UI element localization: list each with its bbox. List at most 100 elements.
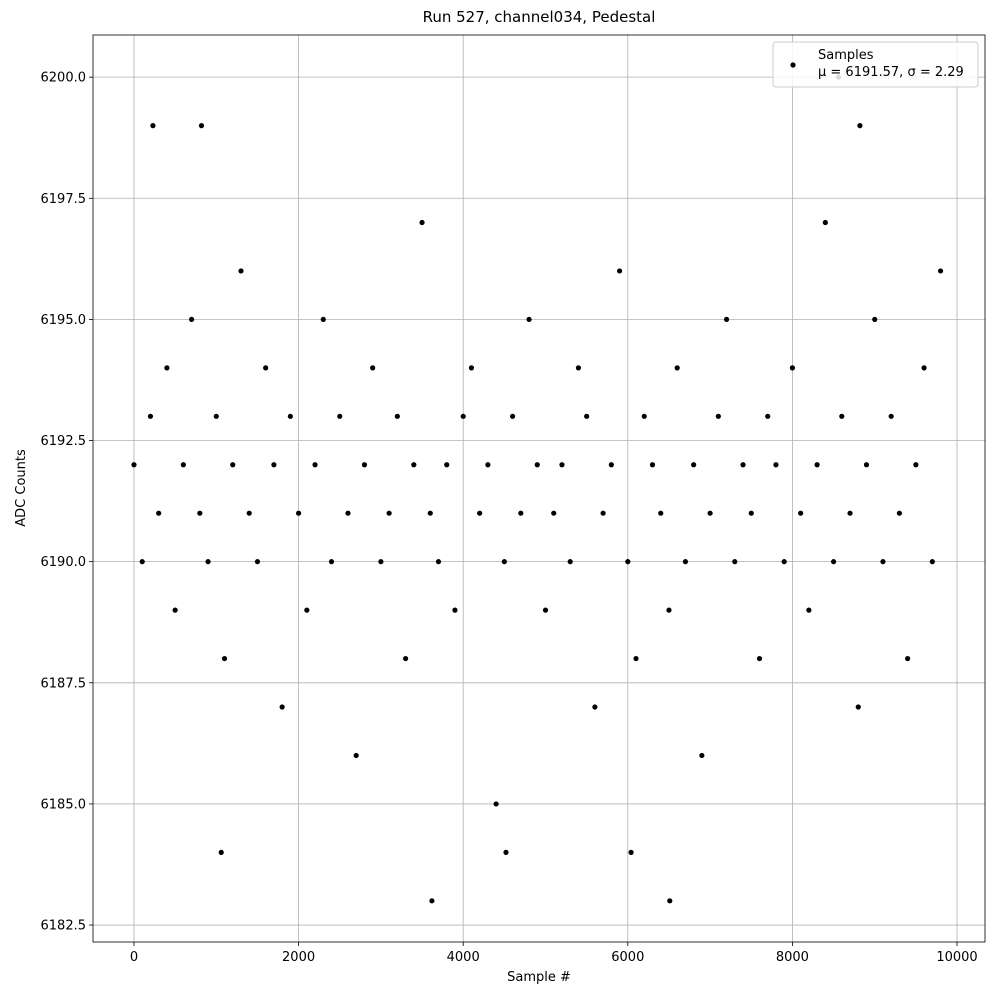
point	[592, 704, 598, 710]
point	[658, 510, 664, 516]
point	[452, 607, 458, 613]
point	[723, 316, 730, 323]
point	[625, 559, 631, 565]
point	[707, 510, 713, 516]
point	[427, 510, 433, 516]
y-tick-label: 6185.0	[41, 797, 87, 812]
point	[748, 510, 754, 516]
point	[699, 752, 705, 759]
point	[370, 365, 376, 371]
point	[584, 413, 590, 419]
point	[345, 510, 351, 516]
point	[600, 510, 606, 516]
point	[378, 559, 384, 565]
point	[756, 655, 763, 662]
point	[937, 268, 944, 274]
point	[198, 123, 205, 129]
point	[312, 462, 318, 468]
point	[896, 510, 903, 516]
point	[197, 510, 203, 516]
point	[485, 462, 491, 468]
point	[863, 462, 870, 468]
x-axis-label: Sample #	[507, 970, 571, 985]
point	[172, 607, 178, 613]
point	[131, 462, 137, 468]
point	[559, 462, 565, 468]
point	[328, 559, 335, 565]
point	[830, 559, 837, 565]
point	[460, 413, 466, 419]
legend-box	[772, 41, 979, 88]
point	[551, 510, 557, 516]
point	[691, 462, 697, 468]
point	[218, 849, 224, 855]
point	[205, 559, 211, 565]
point	[279, 704, 285, 710]
chart-title: Run 527, channel034, Pedestal	[423, 8, 656, 26]
point	[534, 462, 540, 468]
point	[361, 462, 368, 468]
point	[246, 510, 252, 516]
plot-frame	[92, 34, 986, 943]
point	[806, 607, 812, 613]
point	[888, 413, 894, 419]
y-tick-label: 6187.5	[41, 676, 87, 691]
point	[254, 559, 261, 565]
point	[337, 413, 343, 419]
point	[715, 413, 721, 419]
point	[518, 510, 524, 516]
x-tick-label: 4000	[447, 950, 480, 965]
point	[667, 898, 673, 904]
point	[180, 462, 186, 468]
point	[857, 123, 863, 129]
point	[429, 898, 435, 904]
point	[435, 559, 442, 565]
point	[287, 413, 293, 419]
point	[503, 849, 509, 855]
legend-label: Samples	[818, 48, 874, 63]
point	[732, 559, 738, 565]
point	[263, 365, 269, 371]
point	[633, 655, 639, 662]
x-tick-label: 0	[130, 950, 138, 965]
y-tick-label: 6192.5	[41, 434, 87, 449]
x-tick-label: 2000	[282, 950, 315, 965]
point	[616, 268, 623, 274]
point	[913, 462, 919, 468]
point	[164, 365, 170, 371]
point	[814, 462, 820, 468]
point	[221, 655, 228, 662]
y-axis-label: ADC Counts	[14, 449, 29, 527]
point	[320, 316, 326, 323]
point	[641, 413, 647, 419]
point	[674, 365, 680, 371]
point	[509, 413, 516, 419]
point	[872, 316, 878, 323]
point	[855, 704, 861, 710]
point	[304, 607, 310, 613]
point	[271, 462, 277, 468]
x-tick-label: 8000	[776, 950, 809, 965]
point	[839, 413, 845, 419]
x-tick-label: 6000	[611, 950, 644, 965]
point	[921, 365, 927, 371]
point	[542, 607, 549, 613]
point	[781, 559, 787, 565]
series	[131, 74, 944, 904]
point	[682, 559, 689, 565]
x-tick-label: 10000	[936, 950, 977, 965]
point	[477, 510, 483, 516]
point	[386, 510, 392, 516]
point	[188, 316, 195, 323]
point	[789, 365, 796, 371]
point	[773, 462, 779, 468]
point	[402, 655, 409, 662]
point	[575, 365, 582, 371]
point	[444, 462, 450, 468]
point	[880, 559, 886, 565]
point	[419, 219, 425, 226]
y-tick-label: 6200.0	[41, 71, 87, 86]
legend-note: μ = 6191.57, σ = 2.29	[818, 65, 964, 80]
